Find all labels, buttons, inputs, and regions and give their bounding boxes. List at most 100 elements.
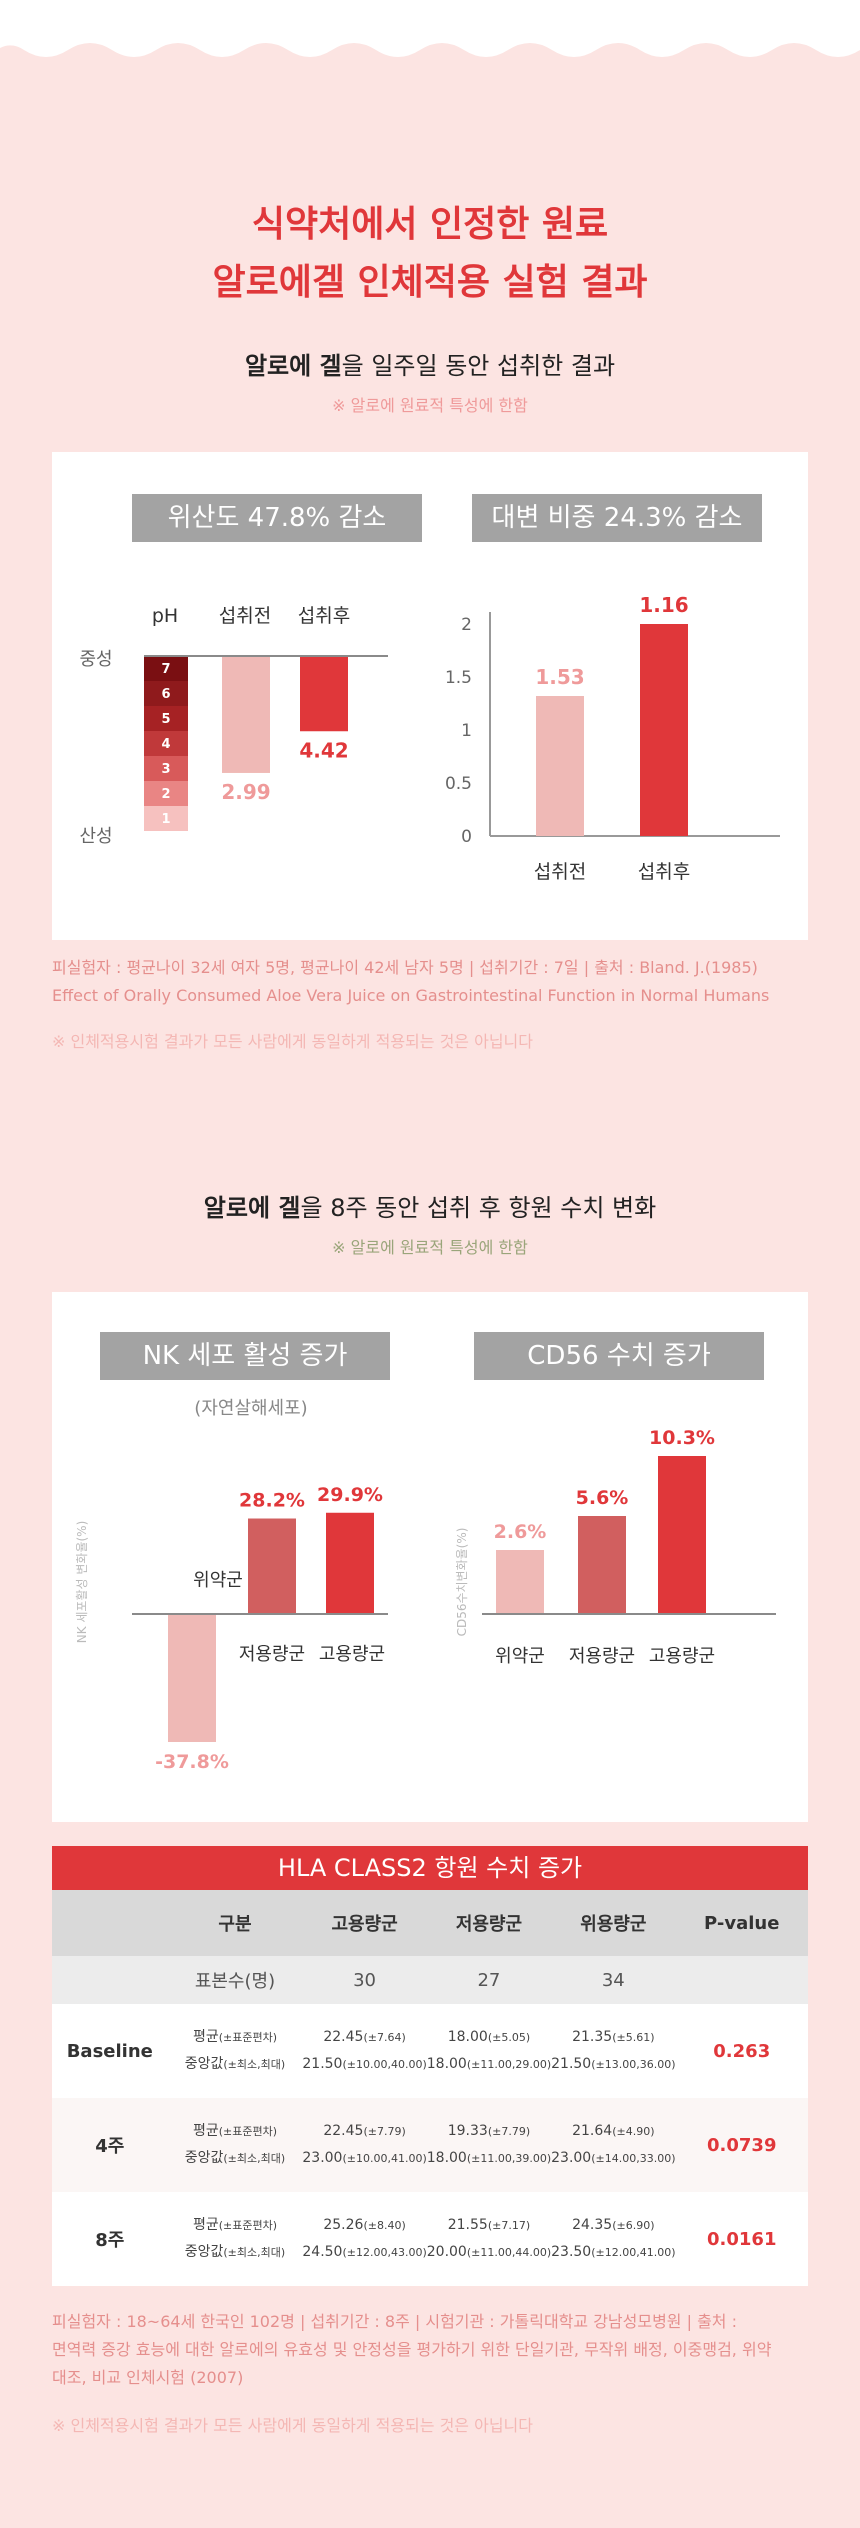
- hla-value-cell: 22.45(±7.79) 23.00(±10.00,41.00): [302, 2098, 427, 2192]
- ph-scale-block: [144, 806, 188, 831]
- hla-median: 24.50: [302, 2244, 343, 2260]
- headline-line1: 식약처에서 인정한 원료: [251, 204, 609, 245]
- ph-scale-block: [144, 681, 188, 706]
- hla-value-cell: 22.45(±7.64) 21.50(±10.00,40.00): [302, 2004, 427, 2098]
- hla-median: 21.50: [551, 2056, 592, 2072]
- stool-chart: 2 1.5 1 0.5 0 1.53 1.16 섭취전 섭취후: [445, 593, 780, 883]
- hla-median-range: (±12.00,41.00): [591, 2246, 676, 2259]
- stool-after-value: 1.16: [639, 593, 688, 617]
- section2-source: 피실험자 : 18~64세 한국인 102명 | 섭취기간 : 8주 | 시험기…: [52, 2308, 812, 2392]
- hla-mean: 18.00: [447, 2029, 488, 2045]
- hla-stat2: 중앙값: [184, 2244, 224, 2260]
- before-bar: [222, 656, 270, 773]
- section1-source-line2: Effect of Orally Consumed Aloe Vera Juic…: [52, 986, 770, 1005]
- hla-mean: 22.45: [323, 2123, 364, 2139]
- before-value-label: 2.99: [221, 780, 270, 804]
- section1-source: 피실험자 : 평균나이 32세 여자 5명, 평균나이 42세 남자 5명 | …: [52, 954, 812, 1010]
- section1-note: ※ 알로에 원료적 특성에 한함: [332, 396, 528, 415]
- section2-subtitle-rest: 을 8주 동안 섭취 후 항원 수치 변화: [300, 1194, 657, 1222]
- section2-subtitle: 알로에 겔을 8주 동안 섭취 후 항원 수치 변화: [0, 1188, 860, 1223]
- stool-after-bar: [640, 624, 688, 836]
- hla-stat2-sub: (±최소,최대): [223, 2058, 286, 2071]
- stool-ytick: 1.5: [445, 668, 472, 688]
- nk-chart-subtitle: (자연살해세포): [194, 1398, 308, 1419]
- section1-subtitle-bold: 알로에 겔: [244, 352, 342, 380]
- ph-scale-label: 4: [161, 737, 170, 752]
- hla-pvalue: 0.0739: [675, 2098, 808, 2192]
- hla-mean-sd: (±7.64): [363, 2031, 406, 2044]
- cd56-category: 저용량군: [569, 1646, 635, 1667]
- hla-stat-labels: 평균(±표준편차) 중앙값(±최소,최대): [167, 2192, 303, 2286]
- hla-sample-high: 30: [302, 1956, 427, 2004]
- cd56-category: 위약군: [495, 1646, 545, 1667]
- hla-sample-row: 표본수(명) 30 27 34: [52, 1956, 808, 2004]
- hla-sample-pblank: [675, 1956, 808, 2004]
- nk-category: 고용량군: [319, 1644, 385, 1665]
- hla-row-label: Baseline: [52, 2004, 168, 2098]
- section1-disclaimer: ※ 인체적용시험 결과가 모든 사람에게 동일하게 적용되는 것은 아닙니다: [52, 1032, 533, 1051]
- hla-mean: 24.35: [572, 2217, 613, 2233]
- hla-value-cell: 21.64(±4.90) 23.00(±14.00,33.00): [551, 2098, 676, 2192]
- hla-value-cell: 21.35(±5.61) 21.50(±13.00,36.00): [551, 2004, 676, 2098]
- hla-stat2: 중앙값: [184, 2150, 224, 2166]
- cd56-value-label: 10.3%: [649, 1427, 715, 1449]
- stool-ytick: 0: [461, 827, 472, 847]
- acidic-label: 산성: [79, 826, 112, 847]
- before-column-label: 섭취전: [219, 605, 271, 627]
- hla-mean: 25.26: [323, 2217, 364, 2233]
- hla-median-range: (±11.00,44.00): [466, 2246, 552, 2259]
- hla-table: 구분 고용량군 저용량군 위용량군 P-value 표본수(명) 30 27 3…: [52, 1890, 808, 2286]
- hla-data-row: Baseline 평균(±표준편차) 중앙값(±최소,최대) 22.45(±7.…: [52, 2004, 808, 2098]
- ph-scale: 7 6 5 4 3 2 1: [144, 656, 188, 831]
- stool-ytick: 1: [461, 721, 472, 741]
- nk-bar: [168, 1614, 216, 1742]
- stool-before-bar: [536, 696, 584, 836]
- hla-sample-label: 표본수(명): [167, 1956, 303, 2004]
- hla-pvalue: 0.0161: [675, 2192, 808, 2286]
- after-bar: [300, 656, 348, 732]
- ph-scale-block: [144, 731, 188, 756]
- hla-stat1-sub: (±표준편차): [218, 2125, 277, 2138]
- stool-before-category: 섭취전: [534, 861, 586, 883]
- ph-scale-block: [144, 656, 188, 681]
- hla-stat2-sub: (±최소,최대): [223, 2246, 286, 2259]
- hla-mean-sd: (±6.90): [612, 2219, 655, 2232]
- hla-row-label: 4주: [52, 2098, 168, 2192]
- section1-panel: 위산도 47.8% 감소 대변 비중 24.3% 감소 pH 섭취전 섭취후 중…: [52, 452, 808, 940]
- hla-mean: 22.45: [323, 2029, 364, 2045]
- after-column-label: 섭취후: [298, 605, 350, 627]
- hla-median: 20.00: [426, 2244, 467, 2260]
- hla-mean-sd: (±5.61): [612, 2031, 655, 2044]
- hla-header-pvalue: P-value: [675, 1890, 808, 1956]
- hla-mean: 21.64: [572, 2123, 613, 2139]
- hla-median: 23.00: [302, 2150, 343, 2166]
- cd56-bar: [496, 1550, 544, 1614]
- hla-stat1: 평균: [192, 2217, 219, 2233]
- hla-median-range: (±10.00,41.00): [342, 2152, 427, 2165]
- nk-value-label: 28.2%: [239, 1490, 305, 1512]
- hla-mean-sd: (±5.05): [487, 2031, 531, 2044]
- hla-row-label: 8주: [52, 2192, 168, 2286]
- cd56-bar: [658, 1456, 706, 1614]
- neutral-label: 중성: [79, 649, 112, 670]
- hla-stat1: 평균: [192, 2029, 219, 2045]
- section1-subtitle-rest: 을 일주일 동안 섭취한 결과: [341, 352, 616, 380]
- hla-stat2-sub: (±최소,최대): [223, 2152, 286, 2165]
- hla-median-range: (±11.00,39.00): [466, 2152, 552, 2165]
- hla-value-cell: 24.35(±6.90) 23.50(±12.00,41.00): [551, 2192, 676, 2286]
- wave-border: [0, 0, 860, 57]
- hla-stat2: 중앙값: [184, 2056, 224, 2072]
- hla-median: 18.00: [426, 2056, 467, 2072]
- nk-value-label: -37.8%: [155, 1751, 229, 1773]
- hla-table-wrap: 구분 고용량군 저용량군 위용량군 P-value 표본수(명) 30 27 3…: [52, 1890, 808, 2286]
- ph-scale-label: 5: [161, 712, 170, 727]
- hla-header-row: 구분 고용량군 저용량군 위용량군 P-value: [52, 1890, 808, 1956]
- hla-mean: 21.55: [447, 2217, 488, 2233]
- section2-note: ※ 알로에 원료적 특성에 한함: [332, 1238, 528, 1257]
- hla-stat1: 평균: [192, 2123, 219, 2139]
- hla-mean-sd: (±7.17): [487, 2219, 531, 2232]
- nk-bar: [248, 1518, 296, 1614]
- ph-scale-label: 7: [161, 662, 170, 677]
